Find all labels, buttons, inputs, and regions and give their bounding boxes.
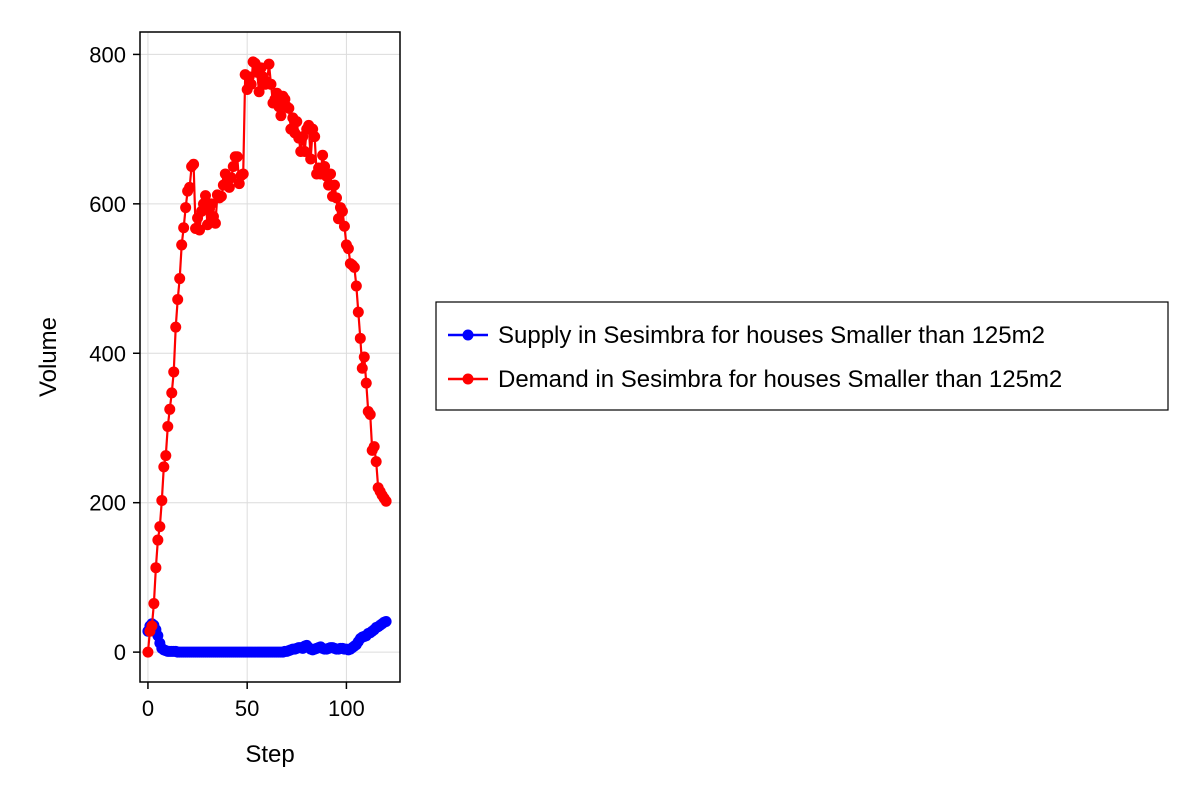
demand-point: [146, 620, 158, 632]
series-supply: [142, 615, 392, 658]
demand-point: [176, 239, 188, 251]
demand-point: [184, 181, 196, 193]
demand-point: [319, 160, 331, 172]
demand-point: [305, 153, 317, 165]
demand-point: [194, 224, 206, 236]
demand-point: [352, 306, 364, 318]
legend-box: [435, 301, 1169, 411]
demand-point: [354, 332, 366, 344]
demand-point: [338, 220, 350, 232]
demand-point: [225, 172, 237, 184]
demand-point: [325, 168, 337, 180]
demand-point: [263, 58, 275, 70]
legend-item-supply: Supply in Sesimbra for houses Smaller th…: [448, 322, 1045, 349]
demand-point: [291, 116, 303, 128]
demand-point: [227, 160, 239, 172]
demand-point: [180, 202, 192, 214]
demand-point: [364, 409, 376, 421]
demand-point: [348, 261, 360, 273]
demand-point: [150, 562, 162, 574]
demand-point: [336, 205, 348, 217]
demand-point: [154, 521, 166, 533]
demand-point: [172, 293, 184, 305]
demand-point: [215, 190, 227, 202]
demand-point: [329, 179, 340, 191]
demand-point: [317, 149, 329, 161]
y-tick-label: 600: [89, 192, 126, 217]
y-tick-label: 0: [114, 640, 126, 665]
y-tick-label: 200: [89, 491, 126, 516]
demand-point: [265, 78, 277, 90]
demand-point: [209, 217, 221, 229]
demand-point: [358, 351, 370, 363]
demand-point: [142, 646, 154, 658]
x-tick-label: 0: [142, 696, 154, 721]
supply-point: [380, 615, 392, 627]
legend-swatch-supply-marker: [462, 329, 474, 341]
demand-point: [360, 377, 372, 389]
plot-frame: [139, 31, 401, 683]
demand-point: [245, 78, 257, 90]
y-tick-label: 400: [89, 341, 126, 366]
demand-point: [164, 403, 176, 415]
demand-point: [168, 366, 180, 378]
demand-point: [368, 441, 380, 453]
demand-point: [156, 494, 168, 506]
legend-item-demand: Demand in Sesimbra for houses Smaller th…: [448, 366, 1062, 393]
axis-ticks: 0 50 100 0 200 400 600 800: [89, 42, 364, 721]
series-layer: [142, 56, 392, 658]
demand-point: [148, 598, 160, 610]
demand-point: [170, 321, 182, 333]
demand-point: [370, 456, 382, 468]
demand-point: [283, 102, 295, 114]
demand-point: [205, 198, 217, 210]
demand-point: [233, 178, 245, 190]
demand-point: [350, 280, 362, 292]
demand-point: [380, 495, 392, 507]
demand-point: [174, 273, 186, 285]
x-axis-title: Step: [245, 741, 294, 768]
legend-swatch-demand-marker: [462, 373, 474, 385]
demand-point: [275, 110, 287, 122]
demand-point: [152, 534, 164, 546]
demand-point: [253, 86, 265, 98]
demand-point: [273, 101, 285, 113]
demand-point: [178, 222, 190, 234]
demand-point: [188, 158, 200, 170]
demand-point: [160, 450, 172, 462]
y-tick-label: 800: [89, 42, 126, 67]
demand-point: [166, 387, 178, 399]
demand-point: [223, 181, 235, 193]
demand-point: [158, 461, 170, 473]
demand-line: [146, 60, 388, 653]
demand-point: [231, 151, 243, 163]
series-demand: [142, 56, 392, 658]
legend-label-demand: Demand in Sesimbra for houses Smaller th…: [498, 366, 1062, 393]
y-axis-title: Volume: [35, 317, 62, 397]
legend: Supply in Sesimbra for houses Smaller th…: [435, 301, 1169, 411]
demand-point: [237, 168, 249, 180]
legend-label-supply: Supply in Sesimbra for houses Smaller th…: [498, 322, 1045, 349]
demand-point: [342, 243, 354, 255]
demand-point: [356, 362, 368, 374]
demand-point: [162, 420, 174, 432]
x-tick-label: 50: [235, 696, 259, 721]
demand-point: [330, 192, 342, 204]
demand-point: [200, 190, 211, 202]
demand-point: [309, 131, 321, 143]
x-tick-label: 100: [328, 696, 365, 721]
demand-point: [299, 146, 311, 158]
